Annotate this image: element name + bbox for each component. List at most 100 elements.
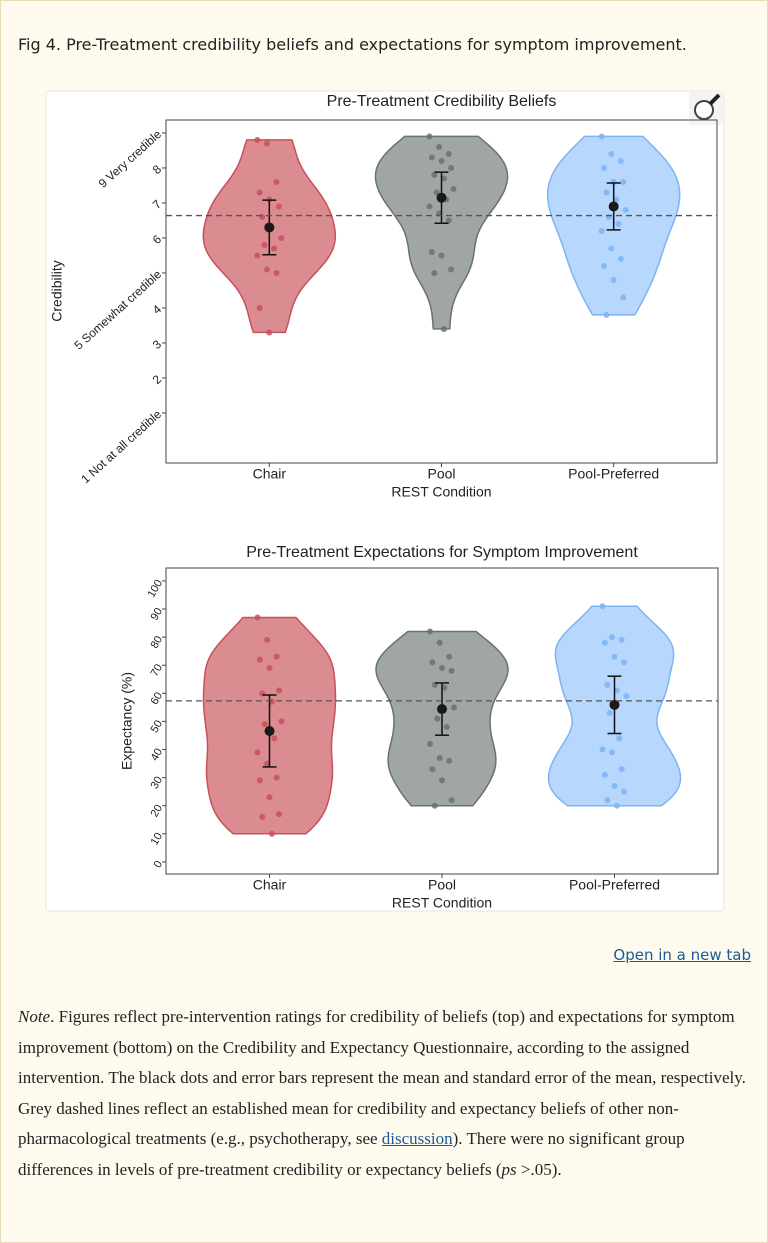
data-point — [448, 266, 455, 273]
data-point — [429, 766, 436, 773]
data-point — [278, 234, 285, 241]
data-point — [436, 143, 443, 150]
open-link[interactable]: Open in a new tab — [613, 946, 751, 964]
discussion-link[interactable]: discussion — [381, 1129, 453, 1148]
data-point — [604, 797, 611, 804]
zoom-icon[interactable] — [689, 91, 724, 125]
x-axis-label: REST Condition — [392, 895, 492, 911]
data-point — [622, 206, 629, 213]
data-point — [438, 157, 445, 164]
figure-caption: Fig 4. Pre-Treatment credibility beliefs… — [18, 35, 687, 54]
data-point — [440, 175, 447, 182]
y-axis-label: Credibility — [49, 260, 65, 321]
data-point — [604, 681, 611, 688]
data-point — [256, 189, 263, 196]
note-italic: ps — [501, 1159, 517, 1179]
mean-point — [437, 704, 447, 715]
data-point — [450, 185, 457, 192]
data-point — [254, 749, 261, 756]
data-point — [611, 653, 618, 660]
data-point — [617, 255, 624, 262]
data-point — [431, 802, 438, 809]
data-point — [271, 245, 278, 252]
y-tick-label: 50 — [149, 718, 166, 735]
data-point — [426, 133, 433, 140]
data-point — [448, 797, 455, 804]
data-point — [276, 811, 283, 818]
y-tick-label: 0 — [152, 859, 165, 870]
data-point — [426, 203, 433, 210]
data-point — [264, 636, 271, 643]
data-point — [440, 325, 447, 332]
data-point — [427, 740, 433, 747]
figure: Pre-Treatment Credibility Beliefs REST Co… — [45, 90, 725, 912]
y-tick-label: 30 — [149, 775, 166, 792]
data-point — [601, 771, 608, 778]
data-point — [609, 634, 616, 641]
data-point — [276, 687, 283, 694]
data-point — [439, 777, 445, 784]
data-point — [261, 241, 268, 248]
y-tick-label: 10 — [149, 831, 166, 848]
data-point — [598, 227, 605, 234]
mean-point — [264, 222, 275, 233]
data-point — [275, 203, 282, 210]
data-point — [618, 766, 625, 773]
data-point — [613, 802, 620, 809]
y-tick-label: 80 — [149, 634, 166, 651]
note-label: Note — [18, 1007, 51, 1026]
data-point — [623, 693, 630, 700]
data-point — [443, 724, 450, 731]
data-point — [608, 150, 615, 157]
data-point — [436, 754, 443, 761]
data-point — [445, 150, 452, 157]
data-point — [620, 178, 627, 185]
figure-note: Note. Figures reflect pre-intervention r… — [18, 1002, 758, 1185]
data-point — [266, 329, 273, 336]
data-point — [617, 157, 624, 164]
data-point — [429, 659, 436, 666]
data-point — [603, 189, 610, 196]
data-point — [438, 252, 445, 259]
data-point — [448, 667, 455, 674]
zoom-lens — [694, 100, 714, 120]
y-tick-label: 20 — [149, 803, 166, 820]
data-point — [259, 813, 266, 820]
data-point — [434, 715, 441, 722]
x-tick-label: Pool-Preferred — [569, 877, 660, 893]
y-tick-label: 60 — [149, 690, 166, 707]
data-point — [598, 133, 605, 140]
data-point — [606, 709, 613, 716]
note-text: >.05). — [516, 1159, 562, 1179]
data-point — [445, 217, 452, 224]
x-tick-label: Pool — [428, 877, 456, 893]
data-point — [256, 304, 263, 311]
data-point — [278, 718, 285, 725]
y-tick-label: 90 — [149, 606, 166, 623]
x-tick-label: Pool — [427, 466, 455, 482]
data-point — [451, 704, 457, 711]
data-point — [268, 698, 275, 705]
data-point — [273, 653, 280, 660]
data-point — [439, 665, 445, 672]
y-axis-label: Expectancy (%) — [119, 672, 135, 770]
note-text: . Figures reflect pre-intervention ratin… — [18, 1007, 746, 1148]
data-point — [621, 659, 628, 666]
data-point — [446, 653, 453, 660]
x-axis-label: REST Condition — [391, 484, 491, 500]
data-point — [256, 656, 263, 663]
data-point — [448, 164, 455, 171]
data-point — [259, 213, 266, 220]
data-point — [428, 248, 435, 255]
data-point — [264, 760, 271, 767]
mean-point — [436, 192, 447, 203]
data-point — [441, 684, 448, 691]
data-point — [615, 220, 622, 227]
data-point — [613, 196, 620, 203]
data-point — [273, 269, 280, 276]
data-point — [254, 614, 261, 621]
data-point — [609, 749, 616, 756]
data-point — [605, 213, 612, 220]
data-point — [599, 746, 606, 753]
